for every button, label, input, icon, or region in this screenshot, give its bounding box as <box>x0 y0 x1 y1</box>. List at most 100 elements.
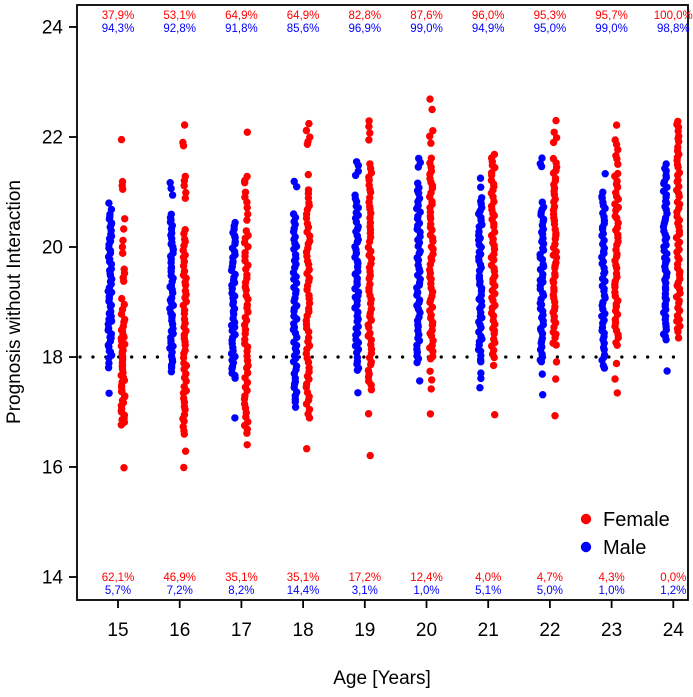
data-point-female <box>674 143 682 151</box>
data-point-male <box>478 194 486 202</box>
data-point-female <box>364 243 373 252</box>
data-point-male <box>416 377 424 385</box>
data-point-male <box>231 414 239 422</box>
pct-below-male-16: 7,2% <box>167 585 193 597</box>
pct-above-male-18: 85,6% <box>287 23 320 35</box>
data-point-male <box>351 191 359 199</box>
data-point-female <box>243 441 251 449</box>
x-tick-label-17: 17 <box>231 620 252 641</box>
x-tick-label-21: 21 <box>478 620 499 641</box>
data-point-female <box>427 154 435 162</box>
data-point-male <box>538 198 546 206</box>
data-point-female <box>613 389 621 397</box>
pct-above-female-20: 87,6% <box>410 10 443 22</box>
pct-below-female-23: 4,3% <box>598 572 624 584</box>
data-point-female <box>243 301 251 309</box>
data-point-female <box>120 225 128 233</box>
data-point-female <box>121 215 129 223</box>
data-point-female <box>490 335 498 343</box>
pct-above-female-21: 96,0% <box>472 10 505 22</box>
pct-above-male-19: 96,9% <box>348 23 381 35</box>
y-tick-label-18: 18 <box>42 348 63 369</box>
pct-below-male-15: 5,7% <box>105 585 131 597</box>
pct-above-female-17: 64,9% <box>225 10 258 22</box>
data-point-female <box>242 227 250 235</box>
data-point-male <box>291 251 300 259</box>
pct-below-male-17: 8,2% <box>228 585 254 597</box>
data-point-male <box>477 369 485 377</box>
pct-below-male-19: 3,1% <box>352 585 378 597</box>
data-point-female <box>303 445 311 453</box>
data-point-male <box>538 154 546 162</box>
data-point-female <box>428 376 436 384</box>
data-point-female <box>427 243 436 251</box>
data-point-female <box>181 226 189 234</box>
data-point-female <box>118 177 127 186</box>
data-point-female <box>674 334 683 342</box>
data-point-female <box>364 410 373 418</box>
pct-above-male-24: 98,8% <box>657 23 690 35</box>
data-point-female <box>302 126 311 135</box>
data-point-female <box>243 271 251 279</box>
data-point-male <box>536 160 544 168</box>
data-point-female <box>612 269 621 278</box>
data-point-female <box>180 315 189 323</box>
pct-above-male-22: 95,0% <box>534 23 567 35</box>
data-point-female <box>426 266 434 274</box>
data-point-male <box>599 188 607 196</box>
data-point-female <box>367 305 375 313</box>
pct-above-male-20: 99,0% <box>410 23 443 35</box>
points-female <box>117 95 684 472</box>
data-point-female <box>427 220 435 228</box>
pct-below-female-17: 35,1% <box>225 572 258 584</box>
data-point-female <box>241 335 249 344</box>
data-point-female <box>242 291 250 300</box>
legend: Female Male <box>580 509 670 559</box>
data-point-male <box>354 167 362 175</box>
data-point-female <box>120 464 128 472</box>
data-point-male <box>231 218 239 227</box>
pct-above-male-23: 99,0% <box>595 23 628 35</box>
data-point-female <box>366 280 374 288</box>
y-tick-label-14: 14 <box>42 568 64 589</box>
x-tick-label-24: 24 <box>663 620 685 641</box>
x-axis-title: Age [Years] <box>333 668 431 689</box>
data-point-female <box>552 116 560 125</box>
data-point-male <box>477 183 485 191</box>
pct-below-female-20: 12,4% <box>410 572 443 584</box>
data-point-female <box>304 186 313 194</box>
data-point-female <box>119 249 127 257</box>
data-point-female <box>117 135 126 144</box>
data-point-male <box>291 403 300 411</box>
data-point-female <box>118 243 127 251</box>
data-point-female <box>487 176 496 185</box>
pct-below-male-22: 5,0% <box>537 585 563 597</box>
legend-male-label: Male <box>603 537 646 559</box>
pct-below-female-19: 17,2% <box>348 572 381 584</box>
data-point-female <box>364 366 373 375</box>
data-point-female <box>181 194 189 202</box>
data-point-female <box>427 139 435 147</box>
data-point-male <box>166 179 174 187</box>
data-point-male <box>476 384 484 392</box>
data-point-female <box>612 152 620 160</box>
data-point-male <box>415 154 423 163</box>
pct-above-female-16: 53,1% <box>163 10 196 22</box>
pct-above-male-21: 94,9% <box>472 23 505 35</box>
data-point-female <box>121 315 129 324</box>
data-point-female <box>120 265 128 273</box>
data-point-female <box>552 375 560 383</box>
data-point-female <box>180 235 189 243</box>
data-point-female <box>549 154 558 163</box>
data-point-female <box>614 169 622 178</box>
legend-female-marker <box>580 513 592 525</box>
data-point-male <box>539 391 547 399</box>
pct-below-male-18: 14,4% <box>287 585 320 597</box>
pct-above-male-17: 91,8% <box>225 23 258 35</box>
data-point-male <box>290 177 298 186</box>
data-point-female <box>551 412 559 420</box>
data-point-male <box>538 370 546 378</box>
data-point-female <box>365 136 373 144</box>
y-axis-title: Prognosis without Interaction <box>4 180 25 424</box>
